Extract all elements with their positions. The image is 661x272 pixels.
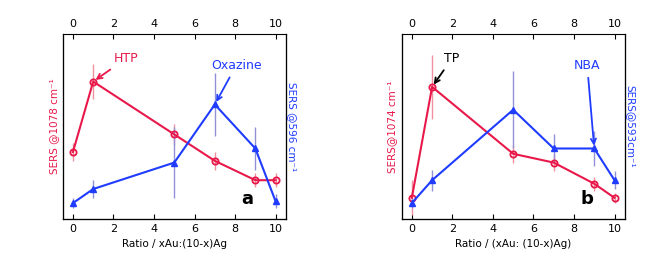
Y-axis label: SERS@593cm⁻¹: SERS@593cm⁻¹: [626, 85, 636, 168]
X-axis label: Ratio / xAu:(10-x)Ag: Ratio / xAu:(10-x)Ag: [122, 239, 227, 249]
Text: NBA: NBA: [574, 59, 600, 144]
Text: b: b: [580, 190, 593, 208]
Text: a: a: [241, 190, 253, 208]
Y-axis label: SERS @596 cm⁻¹: SERS @596 cm⁻¹: [287, 82, 297, 171]
Text: HTP: HTP: [97, 52, 138, 79]
X-axis label: Ratio / (xAu: (10-x)Ag): Ratio / (xAu: (10-x)Ag): [455, 239, 571, 249]
Y-axis label: SERS@1074 cm⁻¹: SERS@1074 cm⁻¹: [387, 80, 397, 173]
Text: Oxazine: Oxazine: [211, 59, 261, 100]
Text: TP: TP: [435, 52, 459, 83]
Y-axis label: SERS @1078 cm⁻¹: SERS @1078 cm⁻¹: [49, 79, 59, 174]
